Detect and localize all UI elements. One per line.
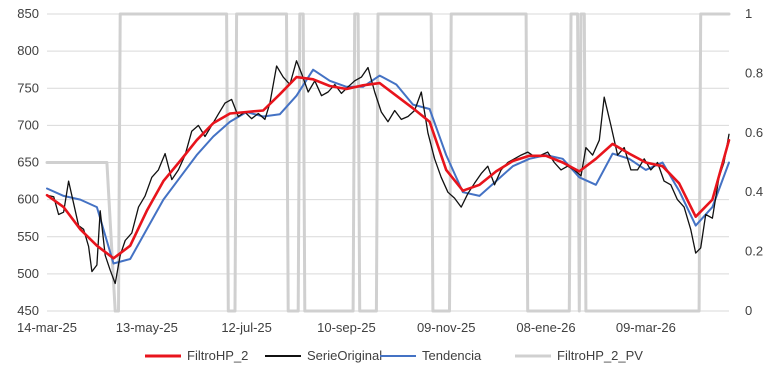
series-line-filtrohp-2 <box>45 75 731 260</box>
gridlines <box>47 13 729 312</box>
x-tick-label: 08-ene-26 <box>516 320 575 335</box>
x-tick-label: 10-sep-25 <box>317 320 376 335</box>
x-tick-label: 14-mar-25 <box>17 320 77 335</box>
y-tick-label: 750 <box>17 80 39 95</box>
y-tick-label: 850 <box>17 6 39 21</box>
legend-label: FiltroHP_2_PV <box>557 348 643 363</box>
y-tick-label: 650 <box>17 155 39 170</box>
series-line-filtrohp-2-pv <box>45 12 731 313</box>
legend: FiltroHP_2 SerieOriginal Tendencia FiltroHP… <box>145 348 643 363</box>
y2-tick-label: 0.4 <box>745 184 763 199</box>
y-tick-label: 500 <box>17 266 39 281</box>
series-lines <box>45 12 731 313</box>
x-tick-label: 09-nov-25 <box>417 320 476 335</box>
axes: 450 500 550 600 650 700 750 800 850 0 0.2 0.4 0.6 0.8… <box>17 6 763 335</box>
series-line-tendencia <box>46 68 730 265</box>
y-tick-label: 450 <box>17 303 39 318</box>
y2-tick-label: 0 <box>745 303 752 318</box>
series-line-serieoriginal <box>46 60 730 285</box>
y2-tick-label: 0.8 <box>745 65 763 80</box>
legend-label: SerieOriginal <box>307 348 382 363</box>
y-tick-label: 700 <box>17 117 39 132</box>
legend-label: Tendencia <box>422 348 482 363</box>
x-tick-label: 13-may-25 <box>116 320 178 335</box>
x-tick-label: 12-jul-25 <box>221 320 272 335</box>
y2-tick-label: 1 <box>745 6 752 21</box>
y2-tick-label: 0.2 <box>745 244 763 259</box>
y-tick-label: 550 <box>17 229 39 244</box>
y2-tick-label: 0.6 <box>745 125 763 140</box>
y-tick-label: 800 <box>17 43 39 58</box>
y-tick-label: 600 <box>17 192 39 207</box>
legend-label: FiltroHP_2 <box>187 348 248 363</box>
x-tick-label: 09-mar-26 <box>616 320 676 335</box>
